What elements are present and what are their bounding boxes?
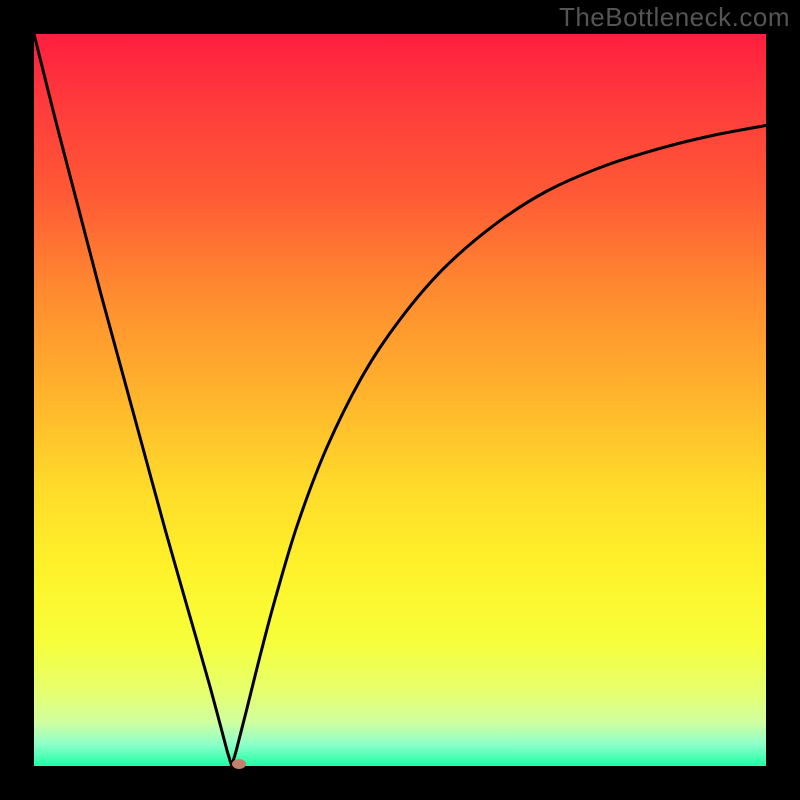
chart-outer: TheBottleneck.com bbox=[0, 0, 800, 800]
optimal-marker bbox=[232, 759, 246, 769]
plot-area bbox=[34, 34, 766, 766]
curve-layer bbox=[34, 34, 766, 766]
watermark-text: TheBottleneck.com bbox=[559, 2, 790, 33]
bottleneck-curve bbox=[34, 34, 766, 766]
